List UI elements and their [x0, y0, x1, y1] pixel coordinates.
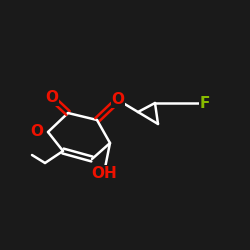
Text: O: O	[112, 92, 124, 108]
Text: O: O	[46, 90, 59, 106]
Text: O: O	[30, 124, 43, 140]
Text: OH: OH	[91, 166, 117, 180]
Text: F: F	[200, 96, 210, 110]
